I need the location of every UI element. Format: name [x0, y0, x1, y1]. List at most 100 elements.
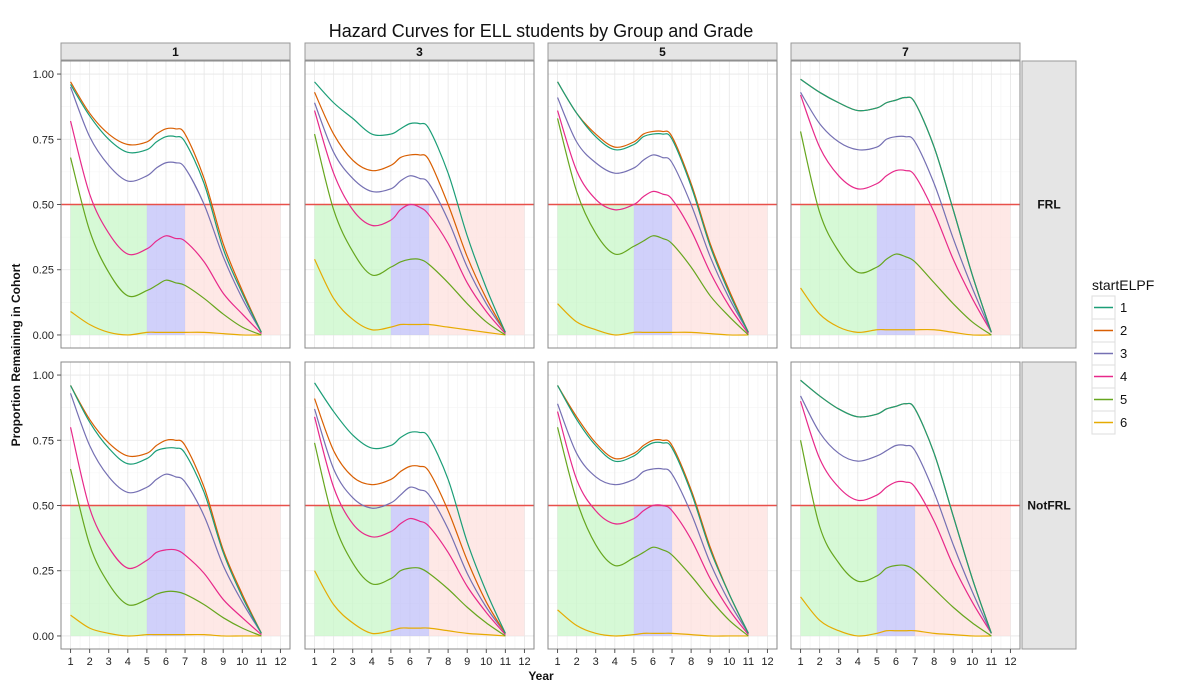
x-axis-title: Year [528, 669, 554, 683]
legend-label: 5 [1120, 392, 1127, 407]
strip-label: FRL [1037, 198, 1060, 212]
series-line [557, 385, 749, 634]
series-line [557, 303, 749, 336]
shaded-band [800, 204, 877, 335]
series-line [70, 385, 262, 634]
series-line [556, 403, 749, 634]
series-line [556, 110, 749, 334]
x-tick-label: 11 [256, 656, 267, 668]
y-tick-label: 0.50 [33, 501, 54, 513]
series-line [800, 287, 992, 336]
strip-background [1021, 60, 1077, 349]
series-line [313, 398, 506, 634]
legend-item: 4 [1091, 364, 1127, 389]
series-line [799, 131, 992, 336]
shaded-band [800, 505, 877, 636]
series-line [557, 81, 749, 333]
series-line [313, 408, 506, 634]
series-line [69, 157, 262, 336]
chart-title: Hazard Curves for ELL students by Group … [329, 21, 754, 41]
legend-label: 3 [1120, 346, 1127, 361]
shaded-band [633, 204, 673, 335]
shaded-band [876, 204, 916, 335]
x-tick-label: 11 [986, 656, 997, 668]
panel-border [547, 361, 778, 650]
series-line [799, 400, 992, 634]
shaded-band [146, 505, 186, 636]
facet-strip-col: 1 [60, 42, 291, 61]
series-line [800, 395, 992, 634]
x-tick-label: 10 [480, 656, 492, 668]
panel-border [304, 60, 535, 349]
shaded-band [390, 204, 430, 335]
shaded-band [557, 505, 634, 636]
series-line [313, 442, 506, 637]
shaded-band [70, 204, 147, 335]
x-tick-label: 6 [407, 656, 413, 668]
x-tick-label: 12 [761, 656, 773, 668]
x-tick-label: 4 [855, 656, 861, 668]
x-tick-label: 10 [723, 656, 735, 668]
x-tick-label: 11 [500, 656, 511, 668]
x-tick-label: 3 [836, 656, 842, 668]
x-tick-label: 7 [426, 656, 432, 668]
y-tick-label: 0.25 [33, 566, 54, 578]
y-tick-label: 1.00 [33, 370, 54, 382]
shaded-band [915, 204, 1011, 335]
x-tick-label: 6 [893, 656, 899, 668]
shaded-band [429, 505, 525, 636]
x-tick-label: 3 [350, 656, 356, 668]
x-tick-label: 1 [554, 656, 560, 668]
series-line [313, 133, 506, 336]
x-tick-label: 11 [743, 656, 754, 668]
y-axis-title: Proportion Remaining in Cohort [9, 264, 23, 447]
strip-label: NotFRL [1027, 499, 1070, 513]
shaded-band [557, 204, 634, 335]
facet-panel [304, 60, 535, 349]
legend-title: startELPF [1092, 277, 1154, 293]
shaded-band [915, 505, 1011, 636]
legend-label: 4 [1120, 369, 1127, 384]
x-tick-label: 1 [311, 656, 317, 668]
x-tick-label: 10 [966, 656, 978, 668]
series-line [70, 84, 262, 333]
series-line [313, 102, 506, 333]
x-tick-label: 2 [87, 656, 93, 668]
x-tick-label: 2 [574, 656, 580, 668]
legend-label: 6 [1120, 415, 1127, 430]
series-line [800, 91, 992, 333]
shaded-band [429, 204, 525, 335]
shaded-band [185, 505, 281, 636]
series-line [556, 411, 749, 636]
x-tick-label: 5 [631, 656, 637, 668]
shaded-band [314, 505, 391, 636]
strip-label: 1 [172, 45, 179, 59]
series-line [70, 614, 262, 637]
x-tick-label: 9 [950, 656, 956, 668]
x-tick-label: 2 [331, 656, 337, 668]
x-tick-label: 4 [369, 656, 375, 668]
y-tick-label: 0.75 [33, 134, 54, 146]
legend-item: 2 [1091, 318, 1127, 343]
series-line [556, 118, 749, 336]
facet-panel: 1 2 3 4 5 6 7 8 9 10 11 12 [790, 361, 1021, 668]
strip-background [1021, 361, 1077, 650]
series-line [800, 78, 992, 333]
facet-strip-row: FRL [1021, 60, 1077, 349]
series-line [314, 570, 506, 637]
legend-label: 1 [1120, 300, 1127, 315]
x-tick-label: 8 [201, 656, 207, 668]
shaded-band [390, 505, 430, 636]
shaded-band [633, 505, 673, 636]
series-line [314, 259, 506, 336]
facet-panel: 1 2 3 4 5 6 7 8 9 10 11 12 [547, 361, 778, 668]
strip-background [547, 42, 778, 61]
facet-panel [547, 60, 778, 349]
y-tick-label: 0.75 [33, 435, 54, 447]
legend-label: 2 [1120, 323, 1127, 338]
y-tick-label: 0.00 [33, 631, 54, 643]
x-tick-label: 9 [464, 656, 470, 668]
x-tick-label: 12 [274, 656, 286, 668]
strip-background [790, 42, 1021, 61]
series-line [799, 440, 992, 637]
